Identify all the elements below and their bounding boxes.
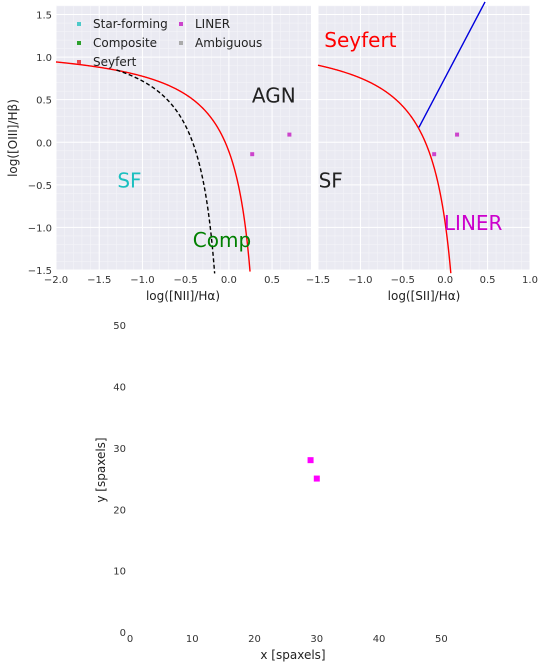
legend-marker [179, 22, 183, 26]
x-tick-label: 0.5 [480, 275, 496, 286]
region-label: SF [319, 169, 343, 193]
x-tick-label: 1.0 [522, 275, 538, 286]
y-tick-label: 0.5 [36, 96, 52, 107]
legend-label: Star-forming [93, 17, 168, 31]
spaxel-point [307, 457, 314, 464]
x-tick-label: 0.5 [264, 275, 280, 286]
y-tick-label: 50 [113, 321, 126, 332]
legend-label: Ambiguous [195, 36, 262, 50]
bpt-nii-x-ticks: −2.0 −1.5 −1.0 −0.5 0.0 0.5 [44, 275, 280, 286]
region-label: Seyfert [324, 28, 396, 52]
x-tick-label: −1.0 [348, 275, 372, 286]
legend-marker [77, 41, 81, 45]
legend-marker [77, 60, 81, 64]
y-tick-label: 1.0 [36, 53, 52, 64]
x-tick-label: −1.0 [130, 275, 154, 286]
kewley-curve [55, 61, 251, 272]
bpt-nii-points [250, 132, 292, 157]
y-tick-label: 20 [113, 505, 126, 516]
spaxel-map-x-axis-label: x [spaxels] [260, 648, 325, 662]
bpt-nii-grid [55, 5, 311, 271]
y-tick-label: 0.0 [36, 138, 52, 149]
x-tick-label: 30 [310, 634, 323, 645]
data-point [455, 132, 460, 137]
bpt-sii-panel: Seyfert SF LINER −1.5 −1.0 −0.5 0.0 0.5 1.0 log… [306, 1, 538, 303]
region-label: AGN [252, 83, 296, 107]
bpt-nii-y-ticks: −1.5 −1.0 −0.5 0.0 0.5 1.0 1.5 [28, 11, 52, 277]
bpt-sii-region-labels: Seyfert SF LINER [319, 28, 503, 235]
y-tick-label: 0 [120, 628, 126, 639]
x-tick-label: 50 [435, 634, 448, 645]
x-tick-label: −2.0 [44, 275, 68, 286]
bpt-sii-points [432, 132, 460, 157]
data-point [250, 152, 255, 157]
bpt-nii-region-labels: SF AGN Comp [117, 83, 295, 252]
legend: Star-forming Composite Seyfert LINER Ambiguo… [77, 17, 262, 69]
legend-label: Composite [93, 36, 157, 50]
region-label: Comp [193, 228, 251, 252]
bpt-sii-curves [317, 1, 486, 274]
bpt-sii-x-axis-label: log([SII]/Hα) [388, 289, 461, 303]
x-tick-label: 0 [127, 634, 133, 645]
region-label: SF [117, 169, 141, 193]
spaxel-map-points [307, 457, 320, 482]
spaxel-map-y-axis-label: y [spaxels] [94, 437, 108, 502]
x-tick-label: −0.5 [391, 275, 415, 286]
bpt-nii-curves [55, 61, 251, 274]
y-tick-label: 40 [113, 383, 126, 394]
y-tick-label: −0.5 [28, 181, 52, 192]
y-tick-label: −1.5 [28, 266, 52, 277]
y-tick-label: 10 [113, 567, 126, 578]
region-label: LINER [444, 211, 503, 235]
legend-marker [77, 22, 81, 26]
x-tick-label: 20 [248, 634, 261, 645]
spaxel-map-panel: 0 10 20 30 40 50 0 10 20 30 40 50 x [spaxels] y [s… [94, 321, 448, 662]
y-tick-label: 30 [113, 444, 126, 455]
x-tick-label: −0.5 [174, 275, 198, 286]
kewley-sii-curve [317, 64, 452, 274]
bpt-nii-y-axis-label: log([OIII]/Hβ) [6, 99, 20, 177]
x-tick-label: −1.5 [306, 275, 330, 286]
spaxel-map-x-ticks: 0 10 20 30 40 50 [127, 634, 448, 645]
x-tick-label: 10 [186, 634, 199, 645]
data-point [432, 152, 437, 157]
bpt-nii-plot-area [56, 6, 311, 270]
y-tick-label: −1.0 [28, 223, 52, 234]
x-tick-label: 0.0 [437, 275, 453, 286]
legend-label: Seyfert [93, 55, 137, 69]
legend-marker [179, 41, 183, 45]
bpt-nii-x-axis-label: log([NII]/Hα) [146, 289, 220, 303]
spaxel-map-y-ticks: 0 10 20 30 40 50 [113, 321, 126, 639]
data-point [287, 132, 292, 137]
x-tick-label: −1.5 [87, 275, 111, 286]
legend-label: LINER [195, 17, 230, 31]
x-tick-label: 40 [373, 634, 386, 645]
bpt-sii-grid [317, 5, 531, 271]
seyfert-liner-line [418, 1, 486, 128]
spaxel-point [313, 475, 320, 482]
bpt-sii-x-ticks: −1.5 −1.0 −0.5 0.0 0.5 1.0 [306, 275, 538, 286]
y-tick-label: 1.5 [36, 11, 52, 22]
x-tick-label: 0.0 [221, 275, 237, 286]
